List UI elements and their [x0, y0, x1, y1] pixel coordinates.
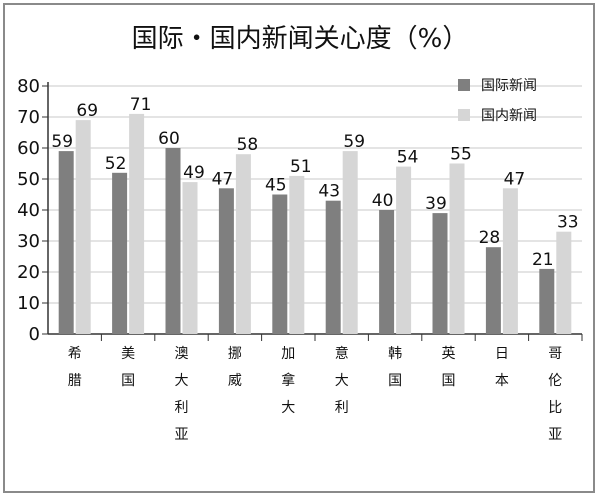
bar-domestic — [396, 166, 412, 334]
category-label: 挪威 — [228, 346, 242, 389]
y-tick-label: 30 — [17, 231, 40, 252]
y-tick-label: 50 — [17, 169, 40, 190]
data-label: 59 — [343, 132, 365, 152]
category-label: 希腊 — [68, 346, 82, 389]
bar-domestic — [449, 163, 465, 334]
bar-international — [272, 194, 288, 334]
data-label: 21 — [532, 250, 554, 270]
legend-label: 国内新闻 — [481, 108, 537, 124]
category-label: 澳大利亚 — [175, 346, 189, 443]
y-tick-label: 80 — [17, 76, 40, 97]
y-tick-label: 60 — [17, 138, 40, 159]
category-label: 英国 — [442, 345, 456, 389]
bar-domestic — [75, 120, 91, 334]
data-label: 55 — [450, 145, 472, 165]
bar-domestic — [235, 154, 251, 334]
data-label: 45 — [265, 176, 287, 196]
data-label: 52 — [105, 154, 127, 174]
bar-international — [112, 172, 128, 334]
category-label: 美国 — [121, 346, 135, 389]
y-tick-label: 70 — [17, 107, 40, 128]
bar-domestic — [502, 188, 518, 334]
bar-international — [539, 268, 555, 334]
bar-international — [485, 247, 501, 334]
y-tick-label: 20 — [17, 262, 40, 283]
bar-domestic — [182, 182, 198, 334]
bar-international — [218, 188, 234, 334]
axes: 0 10 20 30 40 50 60 70 80 — [17, 76, 583, 345]
category-label: 加拿大 — [281, 346, 295, 416]
data-label: 39 — [425, 194, 447, 214]
data-label: 71 — [130, 95, 152, 115]
data-label: 28 — [479, 228, 501, 248]
data-label: 51 — [290, 157, 312, 177]
bar-international — [432, 213, 448, 334]
data-label: 58 — [237, 135, 259, 155]
y-tick-label: 10 — [17, 293, 40, 314]
bar-international — [58, 151, 74, 334]
bar-international — [379, 210, 395, 334]
data-label: 59 — [51, 132, 73, 152]
legend-swatch — [458, 79, 470, 91]
y-tick-label: 0 — [29, 324, 40, 345]
data-label: 33 — [557, 213, 579, 233]
y-tick-label: 40 — [17, 200, 40, 221]
data-label: 47 — [212, 169, 234, 189]
bar-international — [325, 200, 341, 334]
category-label: 日本 — [495, 346, 509, 389]
bar-domestic — [342, 151, 358, 334]
bar-international — [165, 148, 181, 334]
data-label: 60 — [158, 129, 180, 149]
bar-domestic — [129, 113, 145, 335]
data-label: 47 — [504, 169, 526, 189]
data-label: 54 — [397, 148, 419, 168]
category-label: 韩国 — [388, 346, 402, 389]
category-label: 意大利 — [335, 345, 349, 416]
data-label: 43 — [318, 182, 340, 202]
bars — [58, 113, 572, 335]
bar-domestic — [289, 175, 305, 334]
chart-title: 国际・国内新闻关心度（%） — [132, 24, 469, 54]
data-label: 69 — [76, 101, 98, 121]
legend-swatch — [458, 109, 470, 121]
bar-domestic — [556, 231, 572, 334]
legend-label: 国际新闻 — [481, 78, 537, 94]
data-label: 49 — [183, 163, 205, 183]
category-label: 哥伦比亚 — [548, 346, 562, 443]
data-label: 40 — [372, 191, 394, 211]
